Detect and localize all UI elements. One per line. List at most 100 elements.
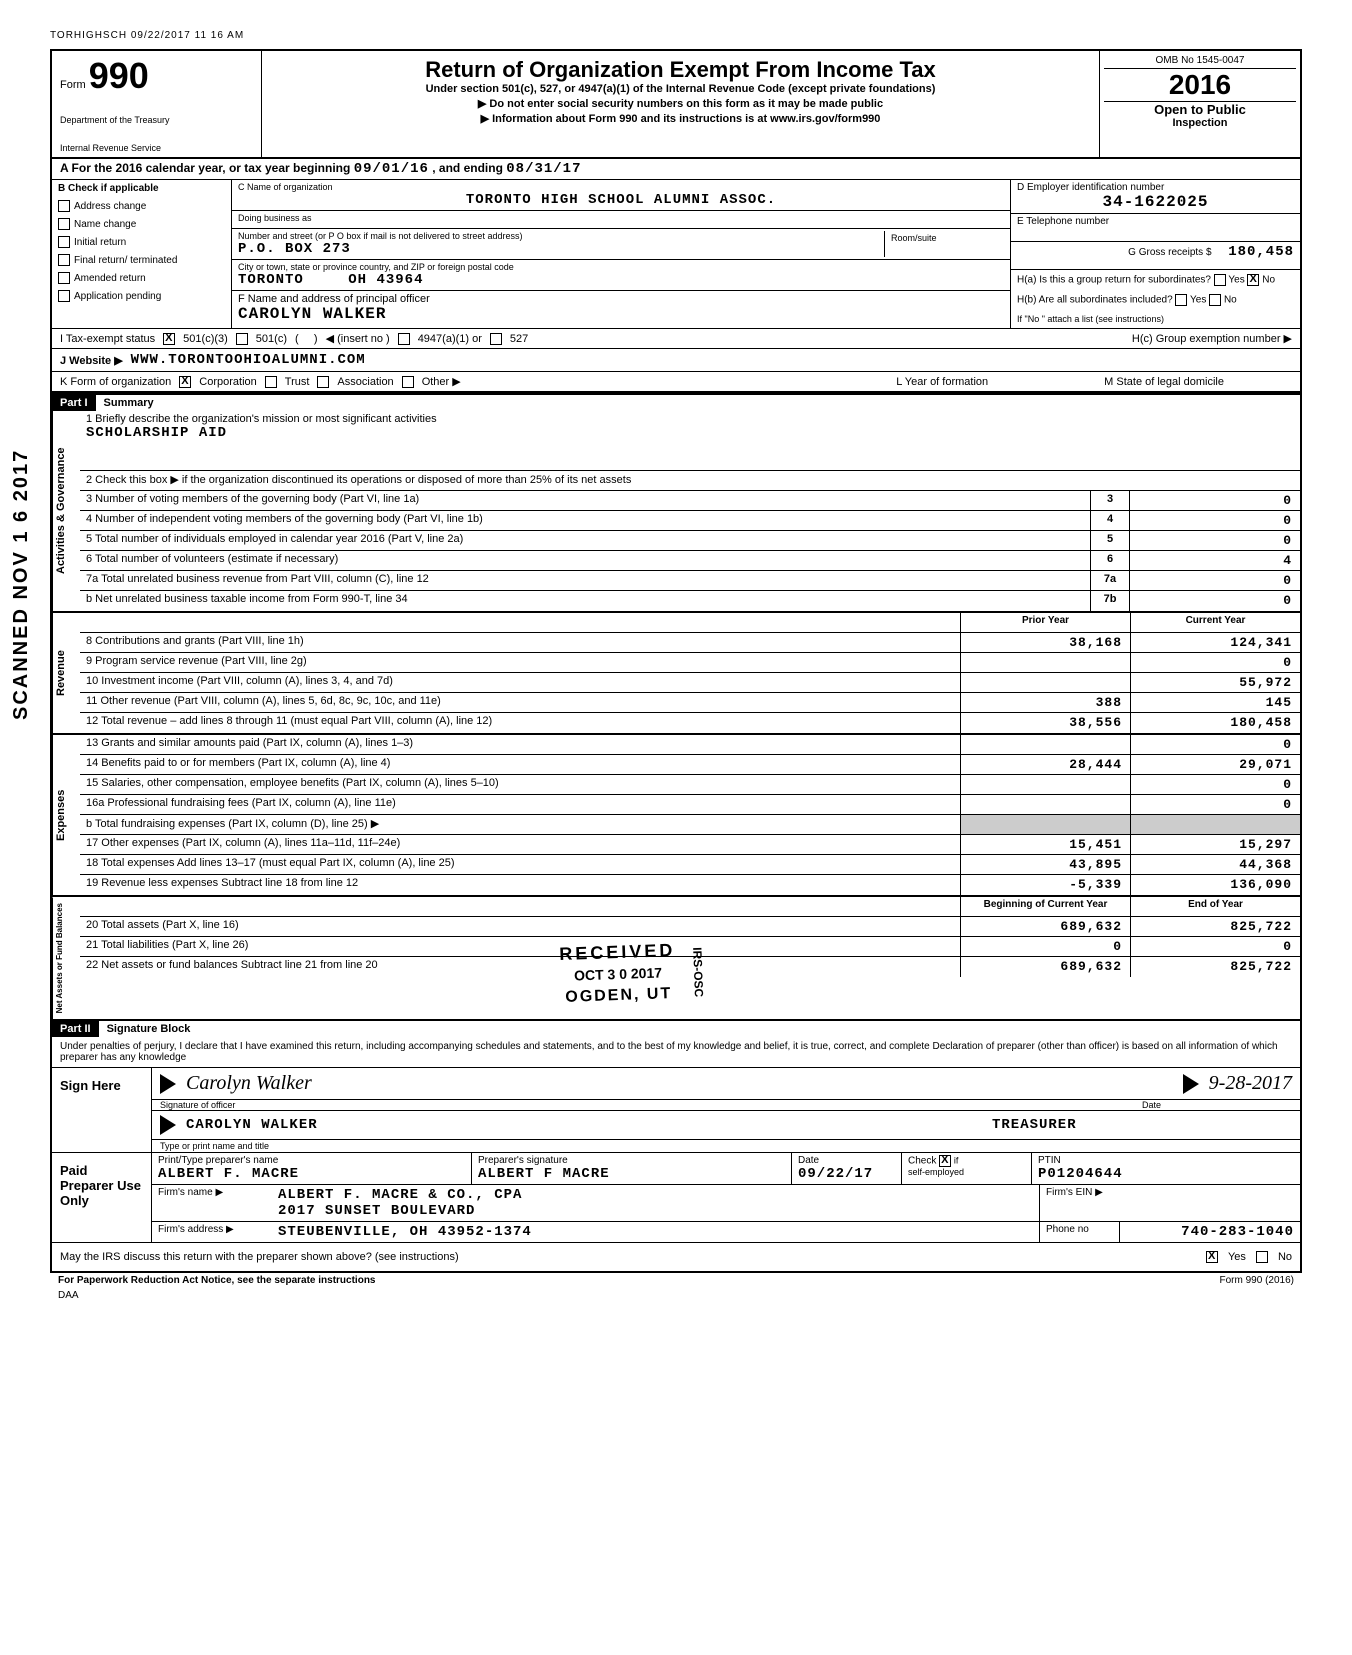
line-8-curr: 124,341 <box>1130 633 1300 652</box>
sig-officer-label: Signature of officer <box>160 1100 235 1110</box>
check-application-pending[interactable] <box>58 290 70 302</box>
lbl-name-change: Name change <box>74 219 136 230</box>
paid-preparer-label: Paid Preparer Use Only <box>52 1153 152 1242</box>
firm-name: ALBERT F. MACRE & CO., CPA <box>278 1187 1033 1203</box>
scanned-stamp: SCANNED NOV 1 6 2017 <box>10 449 33 720</box>
check-name-change[interactable] <box>58 218 70 230</box>
check-501c[interactable] <box>236 333 248 345</box>
line-22-end: 825,722 <box>1130 957 1300 977</box>
expenses-section: Expenses 13 Grants and similar amounts p… <box>50 735 1302 897</box>
check-other[interactable] <box>402 376 414 388</box>
line-12-prior: 38,556 <box>960 713 1130 733</box>
paperwork-notice: For Paperwork Reduction Act Notice, see … <box>58 1275 376 1286</box>
j-label: J Website ▶ <box>60 354 123 367</box>
m-label: M State of legal domicile <box>1104 376 1224 388</box>
form-header: Form 990 Department of the Treasury Inte… <box>50 49 1302 159</box>
prep-name-label: Print/Type preparer's name <box>158 1155 465 1166</box>
hc-label: H(c) Group exemption number ▶ <box>1132 332 1292 345</box>
info-url: ▶ Information about Form 990 and its ins… <box>268 112 1093 125</box>
prior-year-header: Prior Year <box>960 613 1130 632</box>
lbl-insert: ◀ (insert no ) <box>326 332 390 345</box>
line-21-end: 0 <box>1130 937 1300 956</box>
check-hb-yes[interactable] <box>1175 294 1187 306</box>
k-label: K Form of organization <box>60 376 171 388</box>
line-6-val: 4 <box>1130 551 1300 570</box>
check-527[interactable] <box>490 333 502 345</box>
line-6-num: 6 <box>1090 551 1130 570</box>
activities-governance-section: Activities & Governance 1 Briefly descri… <box>50 411 1302 613</box>
line-a-prefix: A For the 2016 calendar year, or tax yea… <box>60 161 350 175</box>
check-amended-return[interactable] <box>58 272 70 284</box>
preparer-date: 09/22/17 <box>798 1166 895 1182</box>
line-5-num: 5 <box>1090 531 1130 550</box>
line-14-label: 14 Benefits paid to or for members (Part… <box>80 755 960 774</box>
check-4947[interactable] <box>398 333 410 345</box>
line-16b-curr <box>1130 815 1300 834</box>
part-1-label: Part I <box>52 395 96 411</box>
check-trust[interactable] <box>265 376 277 388</box>
received-by: OGDEN, UT <box>560 983 677 1009</box>
form-title: Return of Organization Exempt From Incom… <box>268 57 1093 83</box>
check-irs-discuss-no[interactable] <box>1256 1251 1268 1263</box>
line-22-begin: 689,632 <box>960 957 1130 977</box>
line-10-prior <box>960 673 1130 692</box>
lbl-no-2: No <box>1224 295 1237 306</box>
line-19-curr: 136,090 <box>1130 875 1300 895</box>
hb-label: H(b) Are all subordinates included? <box>1017 295 1173 306</box>
header-stamp: TORHIGHSCH 09/22/2017 11 16 AM <box>50 30 1302 41</box>
line-16a-prior <box>960 795 1130 814</box>
line-9-label: 9 Program service revenue (Part VIII, li… <box>80 653 960 672</box>
line-17-curr: 15,297 <box>1130 835 1300 854</box>
line-7a-num: 7a <box>1090 571 1130 590</box>
line-11-label: 11 Other revenue (Part VIII, column (A),… <box>80 693 960 712</box>
current-year-header: Current Year <box>1130 613 1300 632</box>
check-ha-yes[interactable] <box>1214 274 1226 286</box>
check-irs-discuss-yes[interactable] <box>1206 1251 1218 1263</box>
form-number: 990 <box>89 55 149 96</box>
lbl-no: No <box>1262 275 1275 286</box>
line-14-curr: 29,071 <box>1130 755 1300 774</box>
line-4-val: 0 <box>1130 511 1300 530</box>
check-self-employed[interactable] <box>939 1155 951 1167</box>
check-association[interactable] <box>317 376 329 388</box>
footer: For Paperwork Reduction Act Notice, see … <box>50 1273 1302 1288</box>
check-corporation[interactable] <box>179 376 191 388</box>
check-initial-return[interactable] <box>58 236 70 248</box>
line-7b-label: b Net unrelated business taxable income … <box>80 591 1090 611</box>
ptin-label: PTIN <box>1038 1155 1294 1166</box>
part-2-title: Signature Block <box>99 1021 199 1037</box>
check-hb-no[interactable] <box>1209 294 1221 306</box>
revenue-section: Revenue Prior YearCurrent Year 8 Contrib… <box>50 613 1302 735</box>
tax-year-begin: 09/01/16 <box>354 161 429 177</box>
received-stamp: RECEIVED OCT 3 0 2017 OGDEN, UT IRS-OSC <box>559 938 677 1009</box>
prep-sig-label: Preparer's signature <box>478 1155 785 1166</box>
line-14-prior: 28,444 <box>960 755 1130 774</box>
lbl-other: Other ▶ <box>422 375 461 388</box>
line-i: I Tax-exempt status 501(c)(3) 501(c) ( )… <box>50 329 1302 349</box>
lbl-trust: Trust <box>285 376 310 388</box>
line-21-begin: 0 <box>960 937 1130 956</box>
firm-addr-label: Firm's address ▶ <box>152 1222 272 1242</box>
check-address-change[interactable] <box>58 200 70 212</box>
line-21-label: 21 Total liabilities (Part X, line 26) <box>80 937 960 956</box>
firm-address: STEUBENVILLE, OH 43952-1374 <box>272 1222 1040 1242</box>
line-15-prior <box>960 775 1130 794</box>
c-name-label: C Name of organization <box>238 182 1004 192</box>
part-1-header: Part I Summary <box>50 393 1302 411</box>
e-label: E Telephone number <box>1017 216 1294 227</box>
city-label: City or town, state or province country,… <box>238 262 1004 272</box>
line-10-curr: 55,972 <box>1130 673 1300 692</box>
line-4-label: 4 Number of independent voting members o… <box>80 511 1090 530</box>
preparer-signature: ALBERT F MACRE <box>478 1166 785 1182</box>
irs-osc-label: IRS-OSC <box>688 947 707 998</box>
rotate-net-assets: Net Assets or Fund Balances <box>52 897 80 1019</box>
ssn-notice: ▶ Do not enter social security numbers o… <box>268 97 1093 110</box>
line-a-mid: , and ending <box>432 161 503 175</box>
triangle-icon-2 <box>1183 1074 1199 1094</box>
check-501c3[interactable] <box>163 333 175 345</box>
check-final-return[interactable] <box>58 254 70 266</box>
lbl-yes-3: Yes <box>1228 1251 1246 1263</box>
website: WWW.TORONTOOHIOALUMNI.COM <box>131 352 366 368</box>
line-19-prior: -5,339 <box>960 875 1130 895</box>
check-ha-no[interactable] <box>1247 274 1259 286</box>
